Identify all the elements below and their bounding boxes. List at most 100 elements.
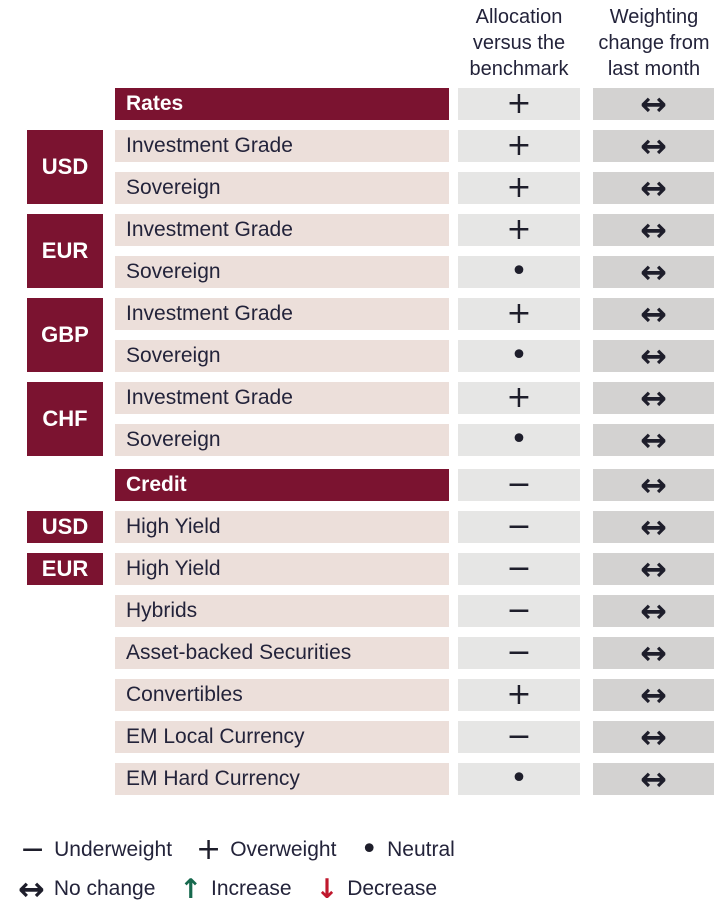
symbol-decrease-icon: ↓ <box>315 873 339 905</box>
legend-weighting: ↔ No change ↑ Increase ↓ Decrease <box>18 873 437 905</box>
symbol-nochange-icon: ↔ <box>640 718 667 756</box>
symbol-plus-icon: + <box>506 86 532 121</box>
symbol-minus-icon: − <box>506 593 532 628</box>
currency-block-usd: USD <box>27 130 103 204</box>
row-label: Hybrids <box>115 595 449 627</box>
legend-increase: ↑ Increase <box>179 876 291 903</box>
allocation-cell: + <box>458 679 580 711</box>
currency-block-chf: CHF <box>27 382 103 456</box>
symbol-nochange-icon: ↔ <box>640 760 667 798</box>
row-label: Sovereign <box>115 256 449 288</box>
symbol-minus-icon: − <box>506 509 532 544</box>
weighting-cell: ↔ <box>593 88 714 120</box>
section-header: Rates <box>115 88 449 120</box>
symbol-nochange-icon: ↔ <box>640 379 667 417</box>
legend-neutral: • Neutral <box>360 835 454 865</box>
row-label: Investment Grade <box>115 130 449 162</box>
legend-no-change: ↔ No change <box>18 873 155 905</box>
symbol-minus-icon: − <box>20 832 46 867</box>
symbol-plus-icon: + <box>506 677 532 712</box>
row-label: Investment Grade <box>115 298 449 330</box>
symbol-neutral-icon: • <box>510 761 528 796</box>
symbol-nochange-icon: ↔ <box>640 169 667 207</box>
weighting-cell: ↔ <box>593 172 714 204</box>
row-label: Asset-backed Securities <box>115 637 449 669</box>
symbol-minus-icon: − <box>506 719 532 754</box>
weighting-cell: ↔ <box>593 637 714 669</box>
column-header-weighting: Weighting change from last month <box>586 4 722 82</box>
weighting-cell: ↔ <box>593 214 714 246</box>
section-header: Credit <box>115 469 449 501</box>
allocation-cell: + <box>458 88 580 120</box>
allocation-cell: • <box>458 256 580 288</box>
row-label: Sovereign <box>115 424 449 456</box>
column-header-allocation: Allocation versus the benchmark <box>452 4 586 82</box>
allocation-cell: − <box>458 595 580 627</box>
weighting-cell: ↔ <box>593 424 714 456</box>
row-label: Convertibles <box>115 679 449 711</box>
symbol-nochange-icon: ↔ <box>640 211 667 249</box>
legend-label: Overweight <box>230 838 337 861</box>
symbol-nochange-icon: ↔ <box>18 870 45 908</box>
row-label: High Yield <box>115 511 449 543</box>
row-label: EM Local Currency <box>115 721 449 753</box>
weighting-cell: ↔ <box>593 679 714 711</box>
symbol-minus-icon: − <box>506 467 532 502</box>
symbol-nochange-icon: ↔ <box>640 634 667 672</box>
currency-block-usd: USD <box>27 511 103 543</box>
currency-block-eur: EUR <box>27 553 103 585</box>
symbol-nochange-icon: ↔ <box>640 550 667 588</box>
symbol-neutral-icon: • <box>510 338 528 373</box>
weighting-cell: ↔ <box>593 382 714 414</box>
weighting-cell: ↔ <box>593 340 714 372</box>
symbol-nochange-icon: ↔ <box>640 253 667 291</box>
symbol-nochange-icon: ↔ <box>640 337 667 375</box>
allocation-cell: − <box>458 469 580 501</box>
symbol-plus-icon: + <box>506 128 532 163</box>
symbol-nochange-icon: ↔ <box>640 295 667 333</box>
row-label: Sovereign <box>115 172 449 204</box>
column-header-allocation-line2: versus the <box>472 32 566 54</box>
currency-block-eur: EUR <box>27 214 103 288</box>
symbol-plus-icon: + <box>506 212 532 247</box>
symbol-nochange-icon: ↔ <box>640 676 667 714</box>
symbol-increase-icon: ↑ <box>179 873 203 905</box>
weighting-cell: ↔ <box>593 298 714 330</box>
allocation-cell: • <box>458 340 580 372</box>
row-label: Investment Grade <box>115 382 449 414</box>
symbol-minus-icon: − <box>506 635 532 670</box>
allocation-cell: − <box>458 637 580 669</box>
symbol-plus-icon: + <box>506 296 532 331</box>
symbol-nochange-icon: ↔ <box>640 85 667 123</box>
allocation-cell: − <box>458 511 580 543</box>
symbol-minus-icon: − <box>506 551 532 586</box>
legend-label: Increase <box>211 877 292 900</box>
allocation-cell: − <box>458 553 580 585</box>
legend-underweight: − Underweight <box>20 835 172 865</box>
legend-decrease: ↓ Decrease <box>316 876 438 903</box>
symbol-nochange-icon: ↔ <box>640 508 667 546</box>
symbol-nochange-icon: ↔ <box>640 466 667 504</box>
allocation-cell: + <box>458 130 580 162</box>
legend-label: No change <box>53 877 156 900</box>
row-label: High Yield <box>115 553 449 585</box>
weighting-cell: ↔ <box>593 595 714 627</box>
allocation-cell: • <box>458 763 580 795</box>
allocation-cell: + <box>458 298 580 330</box>
legend-overweight: + Overweight <box>196 835 336 865</box>
weighting-cell: ↔ <box>593 721 714 753</box>
allocation-cell: + <box>458 172 580 204</box>
column-header-weighting-line2: change from <box>598 32 710 54</box>
legend-label: Underweight <box>54 838 173 861</box>
legend-label: Neutral <box>387 838 455 861</box>
weighting-cell: ↔ <box>593 553 714 585</box>
weighting-cell: ↔ <box>593 511 714 543</box>
allocation-cell: + <box>458 214 580 246</box>
allocation-cell: − <box>458 721 580 753</box>
row-label: Investment Grade <box>115 214 449 246</box>
symbol-plus-icon: + <box>506 170 532 205</box>
currency-block-gbp: GBP <box>27 298 103 372</box>
row-label: EM Hard Currency <box>115 763 449 795</box>
weighting-cell: ↔ <box>593 256 714 288</box>
weighting-cell: ↔ <box>593 763 714 795</box>
